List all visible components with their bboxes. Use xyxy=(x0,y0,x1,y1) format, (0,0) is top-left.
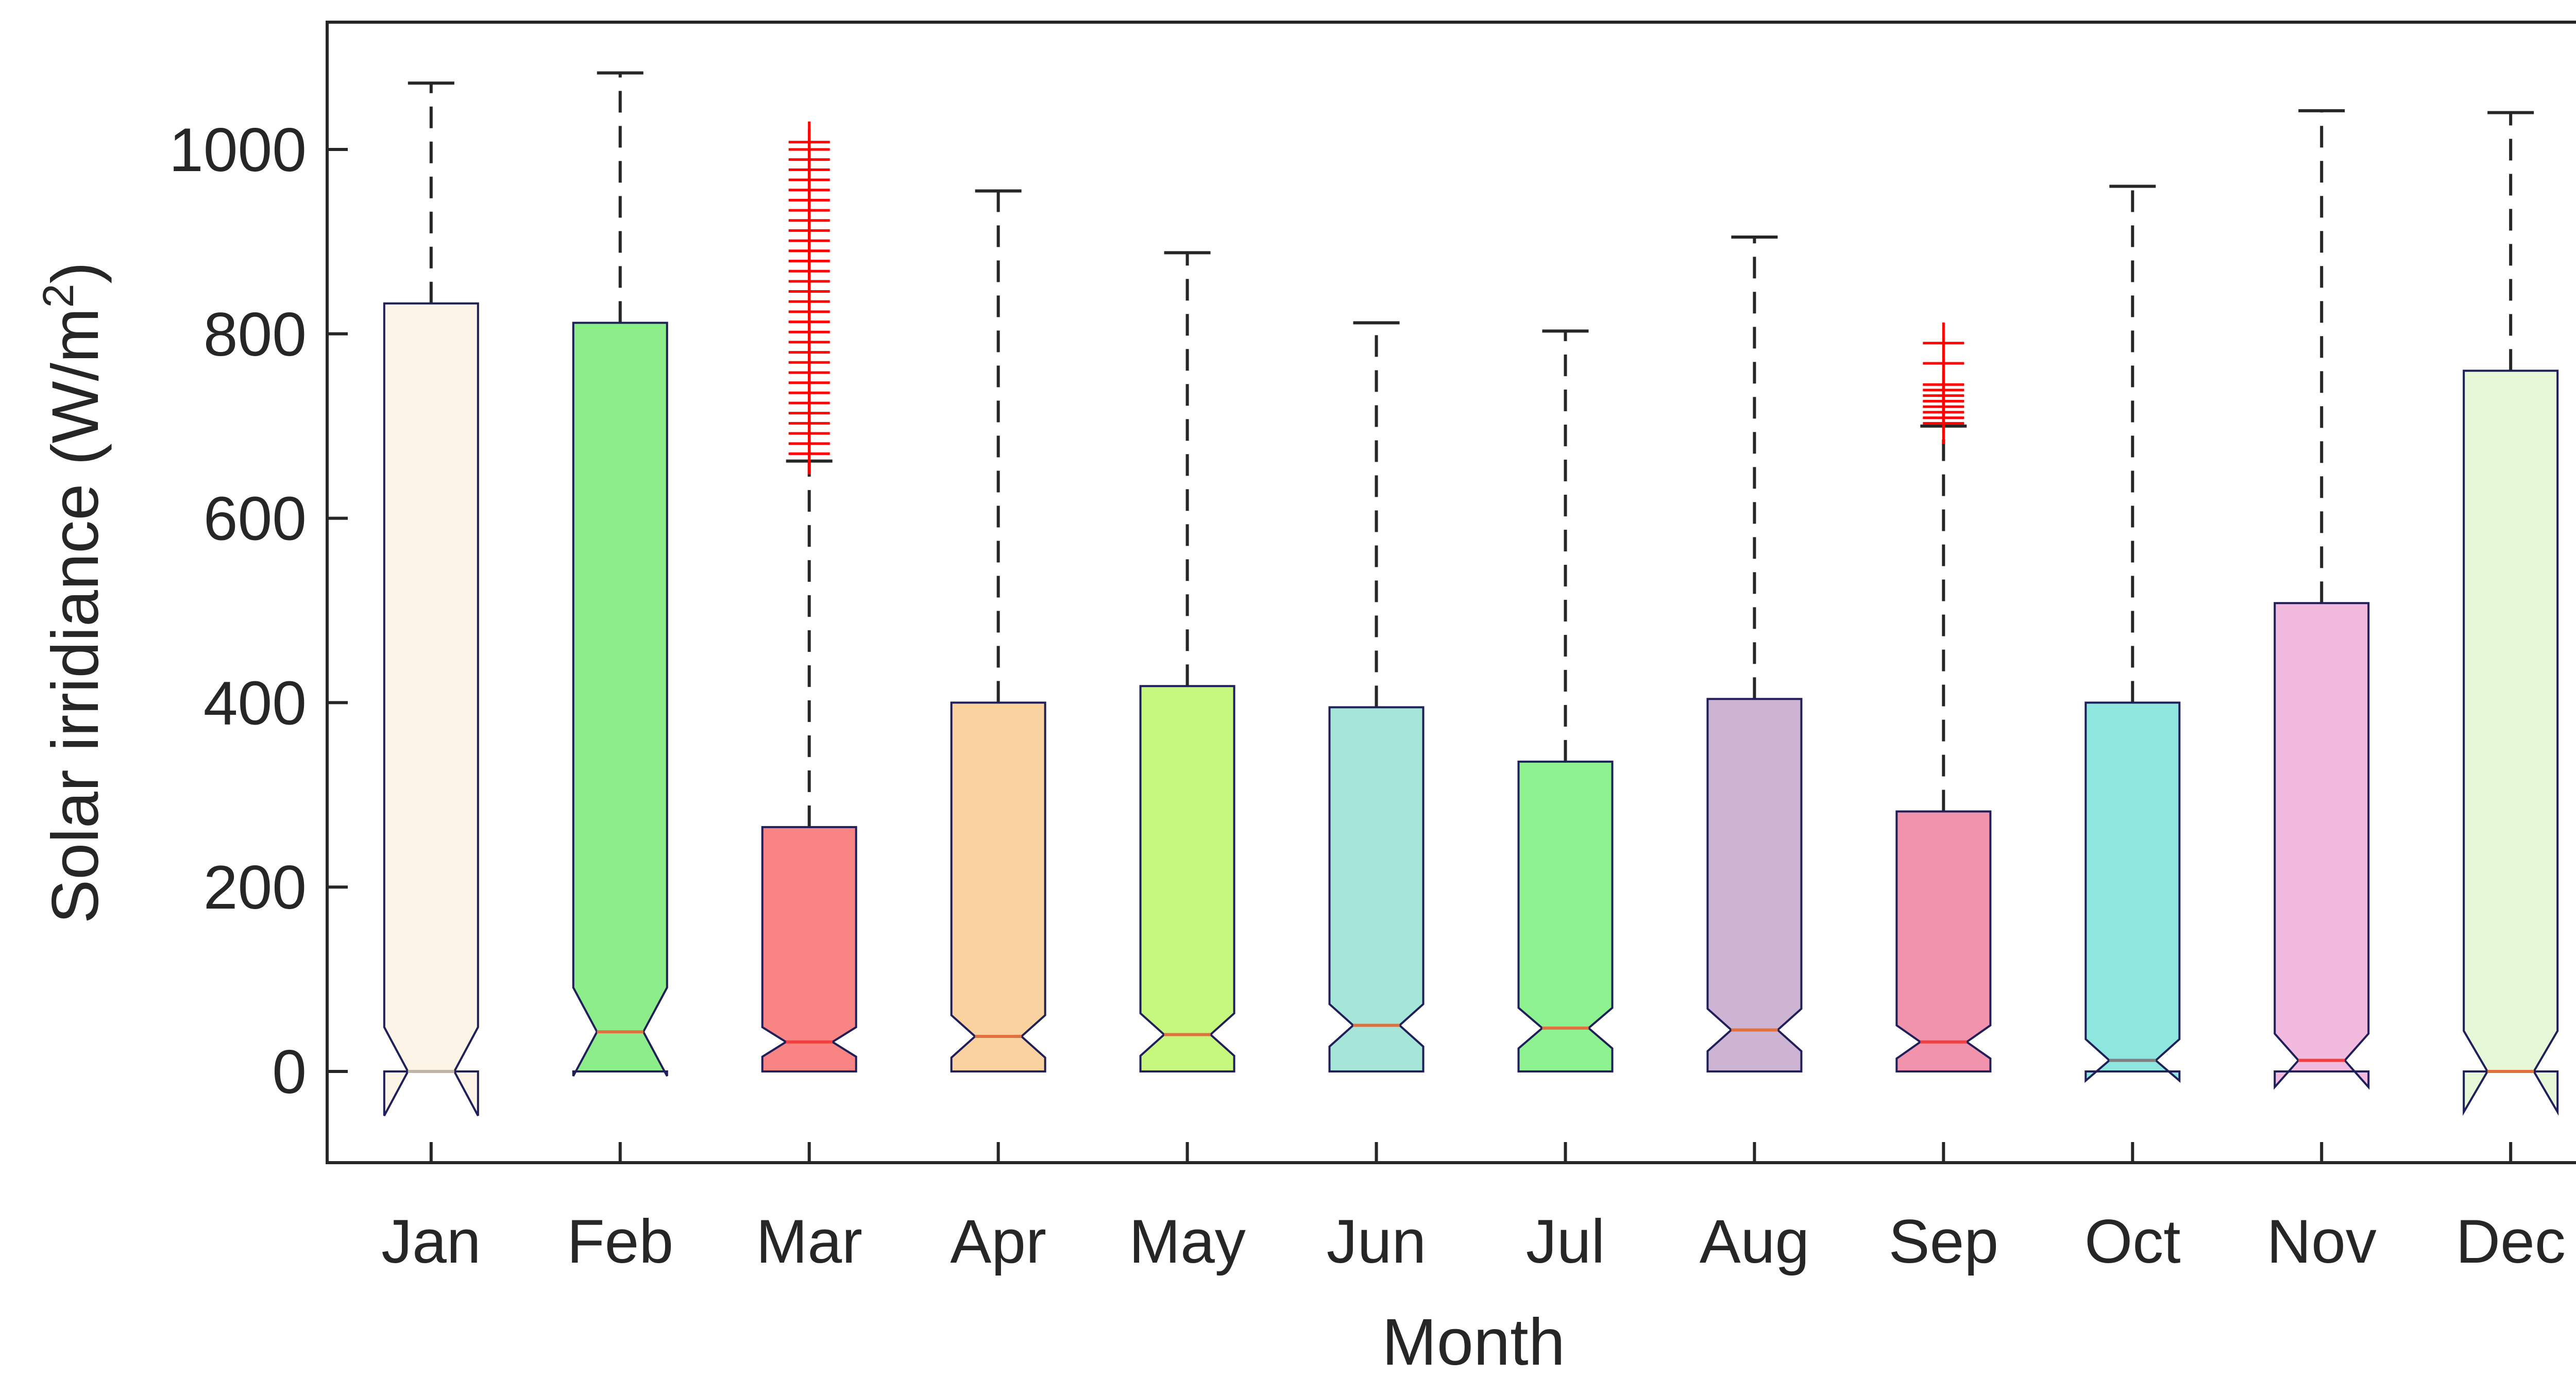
x-tick-label-dec: Dec xyxy=(2455,1207,2565,1276)
box-body xyxy=(572,322,668,1077)
box-body xyxy=(1706,698,1803,1072)
y-axis-label-main: Solar irridiance (W/m xyxy=(39,308,112,924)
x-tick-label-apr: Apr xyxy=(950,1207,1046,1276)
box-body xyxy=(1139,685,1235,1072)
x-axis-label: Month xyxy=(1382,1305,1565,1379)
box-may xyxy=(1139,251,1235,1072)
x-axis: Jan Feb Mar Apr May Jun Jul Aug Sep Oct Nov Dec xyxy=(381,1142,2566,1276)
y-axis-label-suffix: ) xyxy=(39,262,112,284)
y-axis-label: Solar irridiance (W/m2) xyxy=(34,262,112,924)
box-body xyxy=(1517,760,1614,1072)
box-body xyxy=(950,701,1046,1072)
box-jun xyxy=(1328,321,1425,1072)
y-tick-label: 0 xyxy=(272,1037,307,1106)
outlier-marker xyxy=(788,121,830,163)
x-tick-label-jul: Jul xyxy=(1526,1207,1605,1276)
box-body xyxy=(1328,706,1425,1072)
y-tick-label: 400 xyxy=(204,668,307,737)
box-body xyxy=(383,302,479,1116)
plot-area xyxy=(326,21,2576,1164)
box-body xyxy=(2463,370,2559,1116)
x-tick-label-jan: Jan xyxy=(381,1207,481,1276)
box-nov xyxy=(2274,109,2370,1090)
x-tick-label-jun: Jun xyxy=(1327,1207,1426,1276)
box-feb xyxy=(572,71,668,1077)
box-body xyxy=(2084,701,2181,1083)
box-mar xyxy=(761,121,857,1072)
x-tick-label-mar: Mar xyxy=(756,1207,862,1276)
x-tick-label-sep: Sep xyxy=(1889,1207,1999,1276)
x-tick-label-feb: Feb xyxy=(567,1207,673,1276)
box-aug xyxy=(1706,235,1803,1072)
x-tick-label-oct: Oct xyxy=(2084,1207,2181,1276)
boxes-layer xyxy=(383,71,2559,1116)
y-tick-label: 200 xyxy=(204,853,307,922)
y-tick-label: 1000 xyxy=(169,115,307,185)
y-tick-label: 800 xyxy=(204,300,307,369)
box-body xyxy=(2274,602,2370,1090)
y-axis: 0 200 400 600 800 1000 xyxy=(169,115,348,1106)
y-axis-label-superscript: 2 xyxy=(34,284,82,308)
box-body xyxy=(1895,810,1992,1072)
box-jul xyxy=(1517,329,1614,1072)
outlier-marker xyxy=(1923,322,1964,364)
box-body xyxy=(761,826,857,1072)
box-jan xyxy=(383,81,479,1116)
x-tick-label-nov: Nov xyxy=(2267,1207,2377,1276)
box-sep xyxy=(1895,322,1992,1072)
box-oct xyxy=(2084,185,2181,1083)
y-tick-label: 600 xyxy=(204,484,307,554)
x-tick-label-may: May xyxy=(1129,1207,1246,1276)
box-dec xyxy=(2463,111,2559,1116)
x-tick-label-aug: Aug xyxy=(1700,1207,1810,1276)
box-apr xyxy=(950,189,1046,1072)
